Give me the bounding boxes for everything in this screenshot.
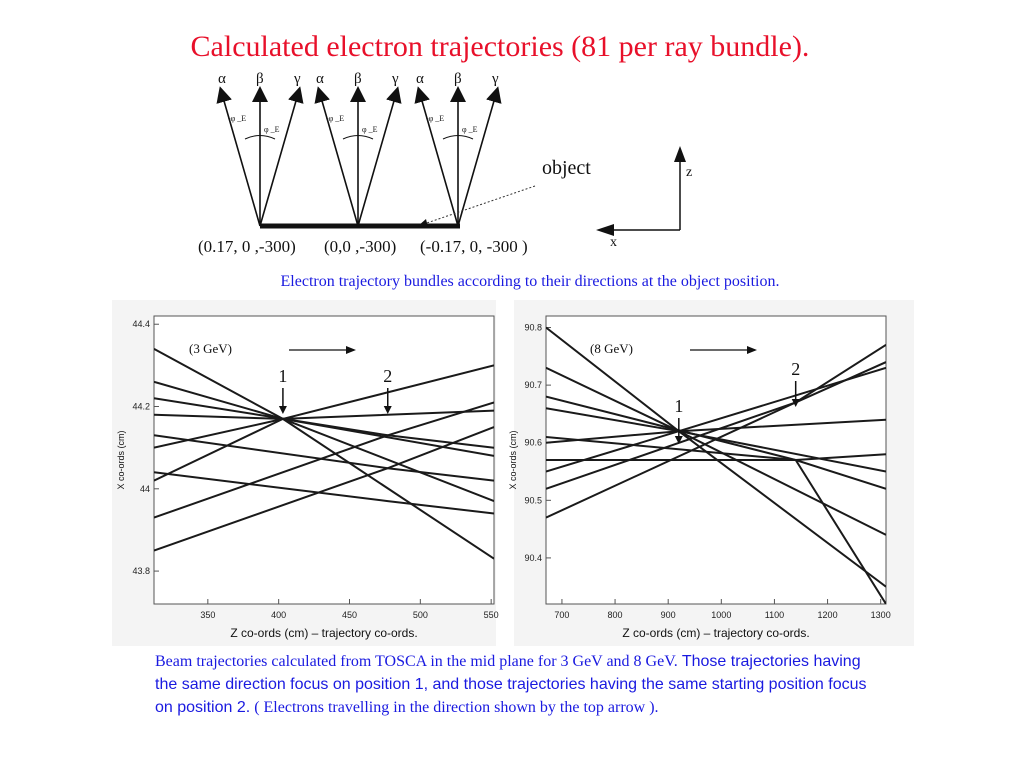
y-tick-label: 90.4 bbox=[524, 553, 542, 563]
x-tick-label: 800 bbox=[608, 610, 623, 620]
x-tick-label: 400 bbox=[271, 610, 286, 620]
greek-label: α bbox=[416, 71, 424, 87]
x-axis-label: Z co-ords (cm) – trajectory co-ords. bbox=[230, 626, 417, 640]
focus-marker-1-label: 1 bbox=[674, 396, 683, 416]
object-pointer-head bbox=[418, 219, 428, 227]
y-axis-label: X co-ords (cm) bbox=[116, 430, 126, 489]
ray-line bbox=[357, 86, 402, 227]
angle-label-pos: φ _E bbox=[462, 125, 478, 134]
x-tick-label: 550 bbox=[484, 610, 499, 620]
y-tick-label: 44 bbox=[140, 484, 150, 494]
ray-line bbox=[259, 86, 304, 227]
x-tick-label: 1200 bbox=[818, 610, 838, 620]
z-axis-arrowhead bbox=[674, 146, 686, 162]
x-axis-label: x bbox=[610, 235, 617, 250]
series-group bbox=[154, 348, 494, 560]
y-tick-label: 43.8 bbox=[132, 566, 150, 576]
energy-label: (8 GeV) bbox=[590, 341, 633, 356]
greek-label: β bbox=[454, 71, 462, 87]
greek-label: γ bbox=[391, 71, 399, 87]
focus-marker-1-label: 1 bbox=[278, 366, 287, 386]
position-label-2: (0,0 ,-300) bbox=[324, 237, 396, 256]
angle-label-pos: φ _E bbox=[264, 125, 280, 134]
y-tick-label: 44.2 bbox=[132, 402, 150, 412]
y-tick-label: 90.5 bbox=[524, 495, 542, 505]
y-tick-label: 90.7 bbox=[524, 380, 542, 390]
greek-label: α bbox=[316, 71, 324, 87]
angle-arc bbox=[342, 135, 374, 140]
x-tick-label: 1300 bbox=[871, 610, 891, 620]
direction-arrowhead bbox=[747, 346, 757, 354]
x-tick-label: 700 bbox=[554, 610, 569, 620]
angle-label-neg: -φ _E bbox=[228, 114, 246, 123]
angle-arc bbox=[442, 135, 474, 140]
position-label-1: (0.17, 0 ,-300) bbox=[198, 237, 296, 256]
focus-marker-2-arrowhead bbox=[791, 399, 800, 407]
greek-label: γ bbox=[293, 71, 301, 87]
object-label: object bbox=[542, 157, 591, 179]
angle-arc bbox=[244, 135, 276, 140]
x-tick-label: 500 bbox=[413, 610, 428, 620]
plot-8gev: 700 800 900 1000 1100 1200 1300 90.4 90.5 90.6 90.… bbox=[508, 300, 914, 646]
direction-arrowhead bbox=[346, 346, 356, 354]
x-tick-label: 350 bbox=[200, 610, 215, 620]
object-pointer bbox=[417, 185, 536, 227]
slide-title: Calculated electron trajectories (81 per… bbox=[190, 30, 810, 63]
ray-line bbox=[457, 86, 502, 227]
angle-label-neg: -φ _E bbox=[326, 114, 344, 123]
x-tick-label: 1000 bbox=[711, 610, 731, 620]
greek-label: α bbox=[218, 71, 226, 87]
x-tick-label: 450 bbox=[342, 610, 357, 620]
y-axis-label: X co-ords (cm) bbox=[508, 430, 518, 489]
ray-line bbox=[216, 86, 261, 227]
caption-part-3: ( Electrons travelling in the direction … bbox=[250, 699, 659, 716]
x-axis-arrowhead bbox=[596, 224, 614, 236]
focus-marker-1-arrowhead bbox=[278, 406, 287, 414]
trajectory-line bbox=[154, 471, 494, 515]
plot-3gev: 350 400 450 500 550 43.8 44 44.2 44.4 Z co-ords (… bbox=[112, 300, 499, 646]
greek-label: γ bbox=[491, 71, 499, 87]
y-tick-label: 44.4 bbox=[132, 319, 150, 329]
x-axis-label: Z co-ords (cm) – trajectory co-ords. bbox=[622, 626, 809, 640]
x-tick-label: 1100 bbox=[765, 610, 784, 620]
y-tick-label: 90.6 bbox=[524, 438, 542, 448]
x-tick-label: 900 bbox=[661, 610, 676, 620]
z-axis-label: z bbox=[686, 165, 692, 180]
y-tick-label: 90.8 bbox=[524, 323, 542, 333]
greek-label: β bbox=[354, 71, 362, 87]
ray-line bbox=[414, 86, 459, 227]
bottom-caption: Beam trajectories calculated from TOSCA … bbox=[155, 650, 875, 719]
focus-marker-2-label: 2 bbox=[383, 366, 392, 386]
greek-label: β bbox=[256, 71, 264, 87]
trajectory-line bbox=[154, 426, 494, 552]
angle-label-pos: φ _E bbox=[362, 125, 378, 134]
focus-marker-2-label: 2 bbox=[791, 359, 800, 379]
caption-part-2: Those trajectories having the same direc… bbox=[155, 653, 867, 716]
trajectory-plots: 350 400 450 500 550 43.8 44 44.2 44.4 Z co-ords (… bbox=[112, 300, 914, 646]
diagram-caption: Electron trajectory bundles according to… bbox=[280, 273, 780, 290]
focus-marker-1-arrowhead bbox=[674, 436, 683, 444]
trajectory-line bbox=[154, 401, 494, 519]
ray-line bbox=[314, 86, 359, 227]
caption-part-1: Beam trajectories calculated from TOSCA … bbox=[155, 653, 678, 670]
focus-marker-2-arrowhead bbox=[383, 406, 392, 414]
position-label-3: (-0.17, 0, -300 ) bbox=[420, 237, 528, 256]
angle-label-neg: -φ _E bbox=[426, 114, 444, 123]
energy-label: (3 GeV) bbox=[189, 341, 232, 356]
